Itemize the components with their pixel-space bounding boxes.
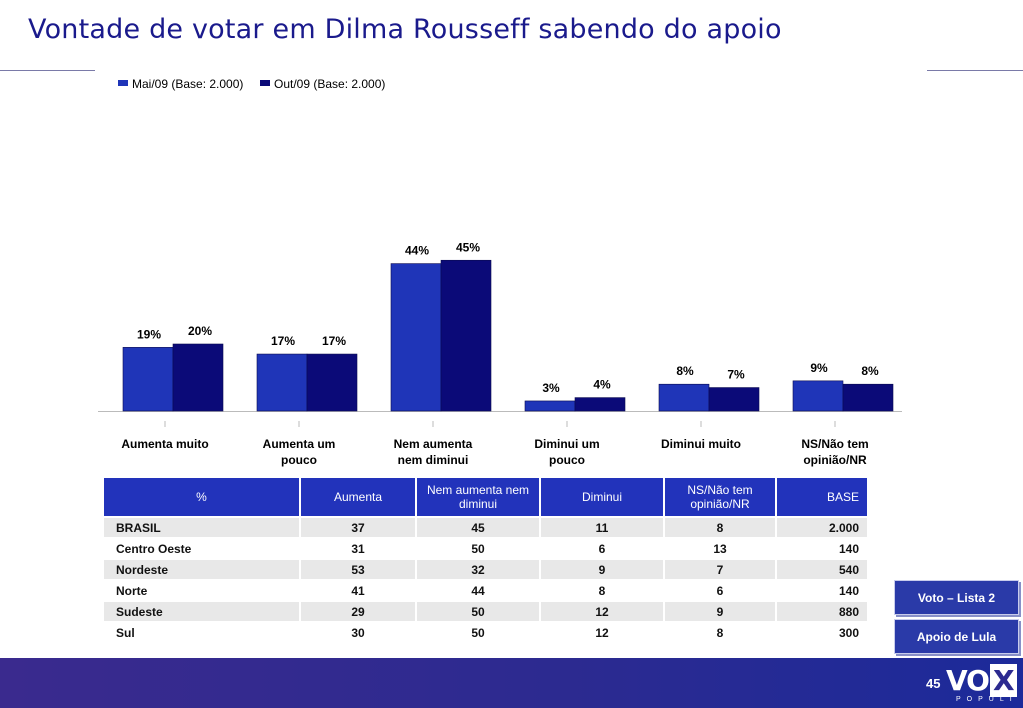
- table-row: BRASIL 37 45 11 8 2.000: [102, 516, 869, 539]
- data-label: 44%: [405, 244, 429, 258]
- value-cell: 9: [539, 558, 665, 581]
- data-label: 45%: [456, 240, 480, 254]
- value-cell: 32: [415, 558, 541, 581]
- value-cell: 7: [663, 558, 777, 581]
- page-title: Vontade de votar em Dilma Rousseff saben…: [28, 14, 782, 45]
- data-label: 17%: [322, 334, 346, 348]
- value-cell: 880: [775, 600, 869, 623]
- data-label: 9%: [810, 361, 828, 375]
- bar: [122, 347, 174, 412]
- bar-chart: Mai/09 (Base: 2.000) Out/09 (Base: 2.000)…: [98, 77, 902, 467]
- voto-lista-2-button[interactable]: Voto – Lista 2: [894, 580, 1019, 615]
- bar: [708, 387, 760, 412]
- regional-table: % Aumenta Nem aumenta nem diminui Diminui NS…: [102, 476, 869, 644]
- footer-bar: [0, 658, 1023, 708]
- vox-populi-logo: VO X: [946, 664, 1017, 697]
- value-cell: 13: [663, 537, 777, 560]
- value-cell: 31: [299, 537, 417, 560]
- region-cell: BRASIL: [102, 516, 301, 539]
- bar: [574, 397, 626, 412]
- logo-subtitle: POPULI: [956, 696, 1018, 703]
- table-header-cell: %: [102, 476, 301, 518]
- data-label: 8%: [861, 364, 879, 378]
- bar: [842, 383, 894, 412]
- region-cell: Sudeste: [102, 600, 301, 623]
- value-cell: 45: [415, 516, 541, 539]
- data-label: 8%: [676, 364, 694, 378]
- legend-swatch: [118, 80, 128, 86]
- value-cell: 44: [415, 579, 541, 602]
- value-cell: 300: [775, 621, 869, 644]
- region-cell: Sul: [102, 621, 301, 644]
- bar: [256, 353, 308, 412]
- value-cell: 50: [415, 537, 541, 560]
- apoio-de-lula-button[interactable]: Apoio de Lula: [894, 619, 1019, 654]
- value-cell: 8: [663, 621, 777, 644]
- table-row: Norte 41 44 8 6 140: [102, 579, 869, 602]
- value-cell: 6: [539, 537, 665, 560]
- value-cell: 50: [415, 600, 541, 623]
- value-cell: 2.000: [775, 516, 869, 539]
- data-label: 3%: [542, 381, 560, 395]
- category-label: Diminui muito: [661, 437, 741, 451]
- data-label: 4%: [593, 378, 611, 392]
- table-header-cell: NS/Não tem opinião/NR: [663, 476, 777, 518]
- bar: [172, 343, 224, 412]
- value-cell: 12: [539, 600, 665, 623]
- legend-label: Out/09 (Base: 2.000): [274, 77, 385, 91]
- table-body: BRASIL 37 45 11 8 2.000 Centro Oeste 31 50 6 13 140…: [102, 516, 869, 644]
- category-label: Nem aumenta nem diminui: [394, 437, 473, 467]
- value-cell: 29: [299, 600, 417, 623]
- value-cell: 12: [539, 621, 665, 644]
- table-row: Sul 30 50 12 8 300: [102, 621, 869, 644]
- bar: [306, 353, 358, 412]
- value-cell: 11: [539, 516, 665, 539]
- region-cell: Centro Oeste: [102, 537, 301, 560]
- value-cell: 30: [299, 621, 417, 644]
- bar: [658, 383, 710, 412]
- category-label: Diminui um pouco: [534, 437, 599, 467]
- bar: [792, 380, 844, 412]
- table-header-row: % Aumenta Nem aumenta nem diminui Diminui NS…: [102, 476, 869, 518]
- legend-label: Mai/09 (Base: 2.000): [132, 77, 243, 91]
- table-row: Nordeste 53 32 9 7 540: [102, 558, 869, 581]
- table-header-cell: Aumenta: [299, 476, 417, 518]
- data-label: 20%: [188, 324, 212, 338]
- bar: [390, 263, 442, 412]
- value-cell: 41: [299, 579, 417, 602]
- value-cell: 8: [539, 579, 665, 602]
- table-header-cell: BASE: [775, 476, 869, 518]
- data-label: 7%: [727, 368, 745, 382]
- table-row: Centro Oeste 31 50 6 13 140: [102, 537, 869, 560]
- page-number: 45: [926, 676, 941, 691]
- table-header-cell: Diminui: [539, 476, 665, 518]
- value-cell: 9: [663, 600, 777, 623]
- value-cell: 140: [775, 579, 869, 602]
- bar: [440, 259, 492, 412]
- table-header-cell: Nem aumenta nem diminui: [415, 476, 541, 518]
- bar: [524, 400, 576, 412]
- value-cell: 6: [663, 579, 777, 602]
- value-cell: 37: [299, 516, 417, 539]
- category-label: Aumenta um pouco: [263, 437, 336, 467]
- category-label: Aumenta muito: [121, 437, 208, 451]
- data-label: 19%: [137, 327, 161, 341]
- value-cell: 8: [663, 516, 777, 539]
- value-cell: 50: [415, 621, 541, 644]
- region-cell: Norte: [102, 579, 301, 602]
- value-cell: 53: [299, 558, 417, 581]
- category-label: NS/Não tem opinião/NR: [801, 437, 868, 467]
- region-cell: Nordeste: [102, 558, 301, 581]
- value-cell: 540: [775, 558, 869, 581]
- value-cell: 140: [775, 537, 869, 560]
- table-row: Sudeste 29 50 12 9 880: [102, 600, 869, 623]
- data-label: 17%: [271, 334, 295, 348]
- legend-swatch: [260, 80, 270, 86]
